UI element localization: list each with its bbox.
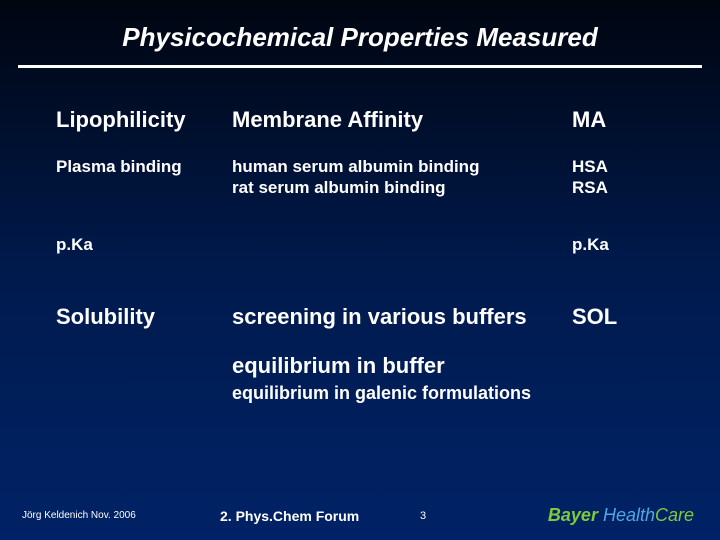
table-row: Lipophilicity Membrane Affinity MA (56, 106, 664, 134)
sub-lines: equilibrium in buffer equilibrium in gal… (56, 331, 664, 404)
table-row: Solubility screening in various buffers … (56, 255, 664, 331)
slide-title: Physicochemical Properties Measured (0, 0, 720, 65)
logo-health: Health (603, 505, 655, 525)
properties-table: Lipophilicity Membrane Affinity MA Plasm… (56, 106, 664, 331)
cell-abbr: SOL (572, 255, 664, 331)
cell-abbr: MA (572, 106, 664, 134)
cell-abbr-line: HSA (572, 156, 664, 177)
footer-author: Jörg Keldenich Nov. 2006 (0, 510, 220, 521)
cell-property: Plasma binding (56, 134, 232, 199)
table-row: Plasma binding human serum albumin bindi… (56, 134, 664, 199)
content-area: Lipophilicity Membrane Affinity MA Plasm… (0, 106, 720, 404)
sub-line: equilibrium in galenic formulations (232, 379, 664, 404)
sub-line: equilibrium in buffer (232, 353, 664, 379)
logo-care: Care (655, 505, 694, 525)
logo-bayer: Bayer (548, 505, 603, 525)
footer-logo: Bayer HealthCare (520, 505, 720, 526)
title-underline (18, 65, 702, 68)
cell-property: Solubility (56, 255, 232, 331)
table-row: p.Ka p.Ka (56, 198, 664, 255)
cell-property: p.Ka (56, 198, 232, 255)
footer-mid: 2. Phys.Chem Forum (220, 508, 420, 524)
cell-desc: Membrane Affinity (232, 106, 572, 134)
footer-page: 3 (420, 510, 520, 522)
cell-abbr: HSA RSA (572, 134, 664, 199)
cell-desc: screening in various buffers (232, 255, 572, 331)
cell-desc-line: rat serum albumin binding (232, 177, 572, 198)
cell-abbr-line: RSA (572, 177, 664, 198)
footer: Jörg Keldenich Nov. 2006 2. Phys.Chem Fo… (0, 505, 720, 526)
cell-abbr: p.Ka (572, 198, 664, 255)
cell-desc: human serum albumin binding rat serum al… (232, 134, 572, 199)
cell-desc-line: human serum albumin binding (232, 156, 572, 177)
cell-property: Lipophilicity (56, 106, 232, 134)
